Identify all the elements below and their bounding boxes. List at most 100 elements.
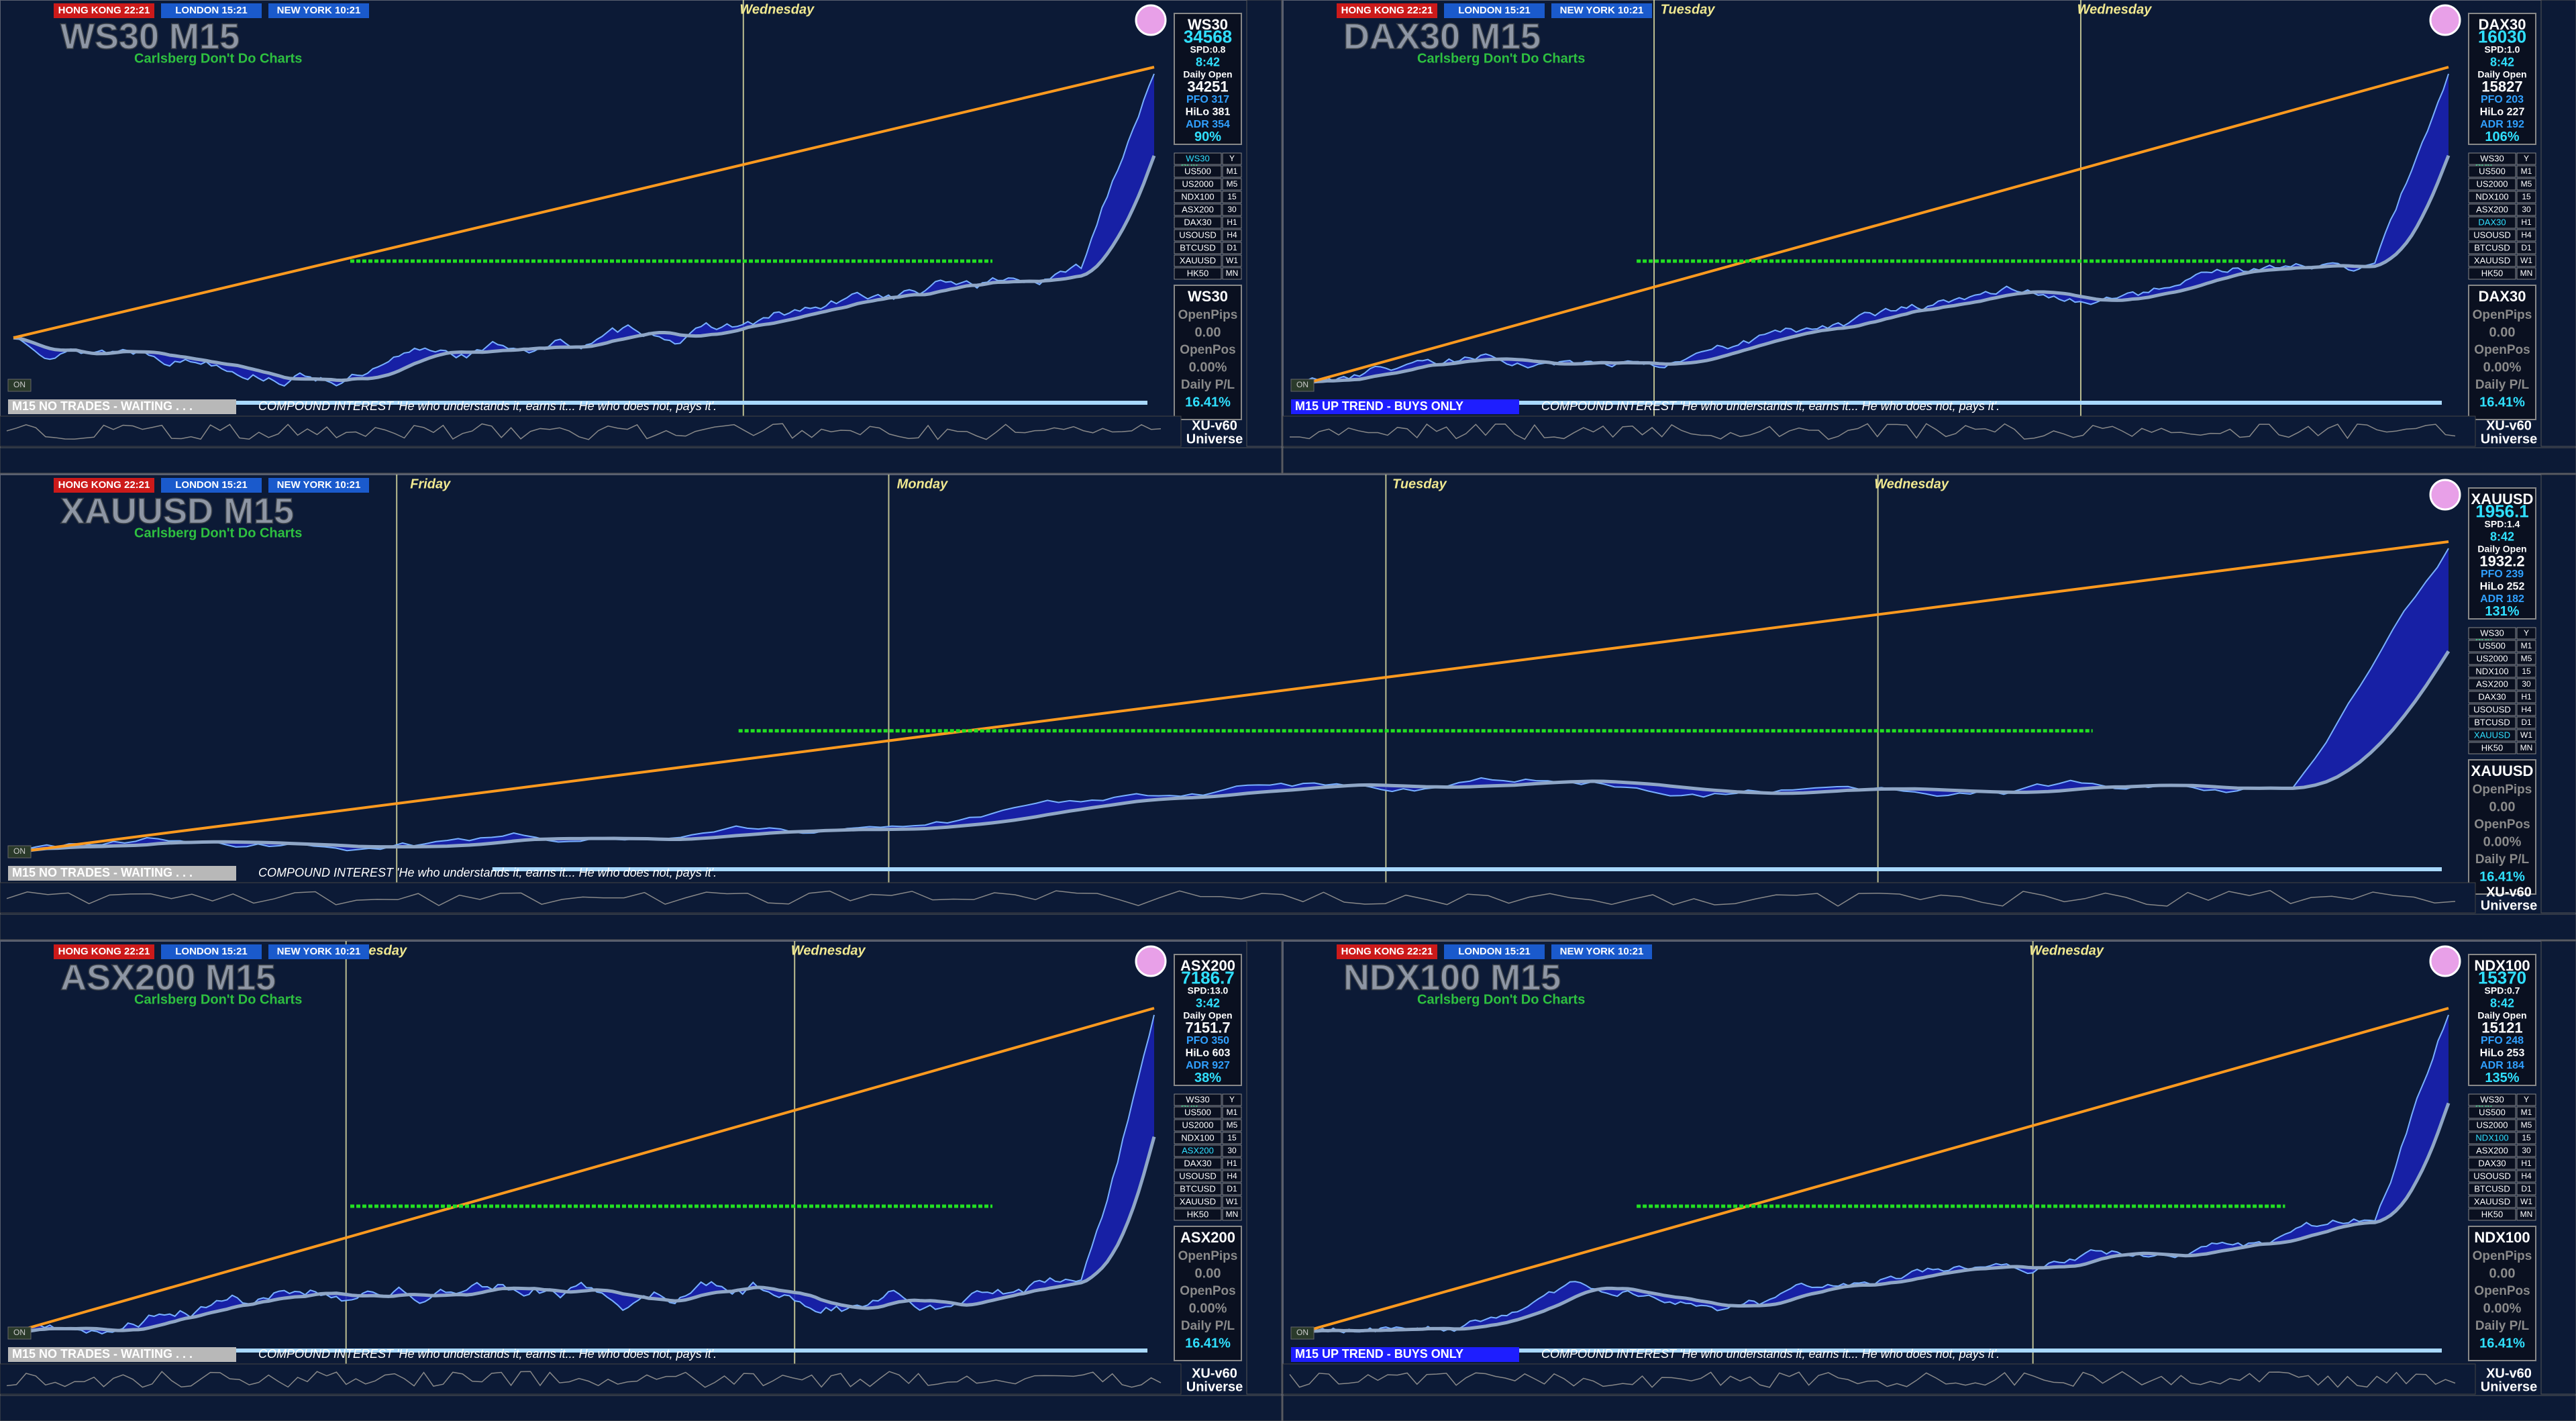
symbol-row [2468,1157,2516,1170]
info-spread: SPD:13.0 [1188,985,1229,996]
timeframe: 15 [2522,667,2531,676]
symbol-row [2468,716,2516,729]
symbol-row [1174,1106,1222,1119]
clock-tag-bg [1551,944,1652,959]
timeframe: H1 [1227,1159,1237,1168]
chart-title: DAX30 M15 [1343,16,1541,56]
info-timer: 8:42 [2490,55,2514,68]
on-badge-bg [7,1326,32,1340]
info-daily-open: 15827 [2481,78,2522,95]
symbol-row [1174,191,1222,203]
symbol-row [1174,1170,1222,1183]
day-label: Wednesday [2077,2,2153,17]
timeframe-cell [1222,152,1242,165]
clock-tag: LONDON 15:21 [175,946,248,957]
timeframe-cell [2516,178,2536,191]
timeframe: 15 [2522,1133,2531,1142]
clock-tag-bg [161,944,262,959]
symbol-row [2468,165,2516,178]
symbol-row [2468,742,2516,754]
info-box [1174,13,1242,145]
timeframe-cell [2516,1093,2536,1106]
symbol-name: BTCUSD [2474,717,2510,727]
timeframe: M5 [2521,1120,2532,1130]
pl-box [2468,285,2536,420]
indicator-strip [1282,1363,2476,1395]
time-axis [0,447,1282,474]
clock-tag: HONG KONG 22:21 [58,5,150,16]
symbol-name: HK50 [2481,268,2504,278]
symbol-row [1174,1183,1222,1195]
info-price: 34568 [1184,26,1232,46]
symbol-name: BTCUSD [1180,1183,1215,1193]
clock-tag: NEW YORK 10:21 [277,946,361,957]
timeframe: MN [2520,743,2533,752]
chart-subtitle: Carlsberg Don't Do Charts [134,992,302,1007]
timeframe: M5 [1227,179,1238,189]
timeframe: Y [2524,628,2529,638]
info-box [2468,954,2536,1086]
pl-box [2468,1226,2536,1361]
symbol-row [2468,242,2516,254]
pl-label: OpenPips [1178,308,1238,322]
quote-text: COMPOUND INTEREST 'He who understands it… [1541,399,2000,413]
clock-tag: HONG KONG 22:21 [1341,5,1433,16]
on-badge-bg [1290,379,1315,392]
timeframe: M5 [1227,1120,1238,1130]
clock-tag-bg [1444,944,1545,959]
timeframe: M1 [1227,1108,1238,1117]
timeframe: MN [2520,1210,2533,1219]
timeframe: 30 [1227,1146,1237,1155]
clock-tag-bg [54,478,154,493]
info-adr: ADR 182 [2480,593,2524,605]
moving-average [13,1136,1156,1335]
symbol-name: WS30 [1186,153,1209,163]
clock-tag-bg [268,944,369,959]
panel-bg [0,0,1282,474]
clock-tag-bg [1444,3,1545,18]
pl-label: Daily P/L [1181,378,1235,392]
on-badge-bg [1290,1326,1315,1340]
symbol-name: US500 [1184,1107,1211,1117]
indicator-line [6,1371,1162,1388]
symbol-row [2468,229,2516,242]
timeframe-cell [2516,691,2536,703]
status-text: M15 NO TRADES - WAITING . . . [12,399,193,413]
timeframe-cell [2516,640,2536,652]
moving-average [1296,1102,2451,1336]
symbol-row [2468,1132,2516,1144]
indicator-line [1289,1371,2456,1388]
info-timer: 8:42 [1196,55,1220,68]
clock-tag: HONG KONG 22:21 [58,479,150,491]
moving-average [1296,154,2451,388]
timeframe-cell [1222,242,1242,254]
timeframe-cell [2516,1170,2536,1183]
pl-label: 16.41% [1185,395,1231,409]
timeframe-cell [1222,191,1242,203]
timeframe: D1 [2521,718,2532,727]
symbol-name: WS30 [1186,1094,1209,1104]
timeframe: 30 [1227,205,1237,214]
footer-label: XU-v60 [2486,885,2532,899]
timeframe: D1 [2521,243,2532,252]
info-adr: ADR 184 [2480,1060,2524,1071]
info-adr: ADR 354 [1186,119,1230,130]
symbol-name: XAUUSD [1180,255,1216,265]
quote-text: COMPOUND INTEREST 'He who understands it… [258,866,717,879]
on-badge-bg [7,845,32,859]
pl-label: Daily P/L [2475,1319,2530,1333]
clock-tag-bg [161,3,262,18]
info-adr: ADR 927 [1186,1060,1230,1071]
pl-label: Daily P/L [1181,1319,1235,1333]
symbol-row [2468,627,2516,640]
timeframe-cell [1222,1106,1242,1119]
clock-tag-bg [1337,944,1437,959]
timeframe-cell [2516,703,2536,716]
symbol-row [2468,691,2516,703]
timeframe-cell [1222,165,1242,178]
footer-label: XU-v60 [1192,1366,1237,1381]
price-line [13,548,2449,853]
pivot-marker [1135,4,1167,36]
